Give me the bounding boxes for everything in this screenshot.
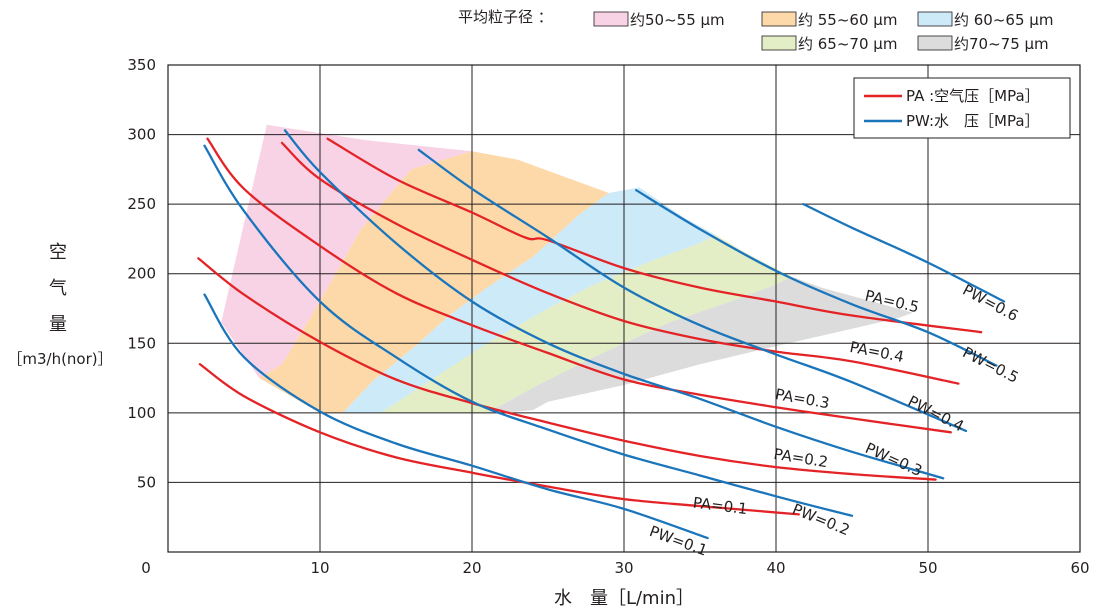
line-legend-label-pw: PW:水 压［MPa］ xyxy=(906,112,1040,130)
curve-pw-0-1 xyxy=(203,293,709,540)
particle-region-5 xyxy=(487,276,913,413)
x-tick-label-60: 60 xyxy=(1070,559,1089,577)
particle-region-3 xyxy=(342,187,716,413)
region-legend-label-3: 约 60~65 μm xyxy=(954,11,1053,29)
region-legend-swatch-5 xyxy=(917,35,953,51)
origin-tick-label: 0 xyxy=(141,559,151,577)
curve-series xyxy=(197,129,1006,540)
curve-pa-0-2 xyxy=(197,257,937,481)
curve-pw-0-5 xyxy=(635,189,998,367)
label-pw-0-4: PW=0.4 xyxy=(905,392,967,435)
label-pw-0-5: PW=0.5 xyxy=(960,343,1022,386)
line-legend: PA :空气压［MPa］ PW:水 压［MPa］ xyxy=(853,77,1071,139)
x-tick-label-40: 40 xyxy=(766,559,785,577)
y-tick-label-300: 300 xyxy=(127,126,156,144)
x-tick-label-30: 30 xyxy=(614,559,633,577)
x-tick-label-10: 10 xyxy=(310,559,329,577)
curve-pa-0-3 xyxy=(206,137,952,434)
label-pw-0-6: PW=0.6 xyxy=(960,281,1022,325)
region-legend: 平均粒子径 ： 约50~55 μm 约 55~60 μm 约 60~65 μm 约 6… xyxy=(458,8,1053,53)
y-axis-title-char-1: 空 xyxy=(49,242,67,263)
label-pw-0-2: PW=0.2 xyxy=(790,500,853,539)
region-legend-label-5: 约70~75 μm xyxy=(954,35,1049,53)
particle-region-2 xyxy=(259,151,609,413)
region-legend-label-4: 约 65~70 μm xyxy=(798,35,897,53)
particle-size-regions xyxy=(221,124,913,413)
y-tick-label-50: 50 xyxy=(137,473,156,491)
axes: 10 20 30 40 50 60 50 100 150 200 250 300 350 0 xyxy=(127,56,1089,577)
curve-pw-0-6 xyxy=(802,202,1006,303)
region-legend-swatch-1 xyxy=(593,11,629,27)
particle-region-4 xyxy=(380,234,792,413)
particle-region-1 xyxy=(221,124,472,379)
x-axis-title: 水 量［L/min］ xyxy=(554,588,694,609)
curve-pw-0-2 xyxy=(203,144,854,517)
y-tick-label-200: 200 xyxy=(127,265,156,283)
region-legend-swatch-3 xyxy=(917,11,953,27)
region-legend-swatch-2 xyxy=(761,11,797,27)
x-tick-label-20: 20 xyxy=(462,559,481,577)
y-tick-label-350: 350 xyxy=(127,56,156,74)
curve-pa-0-1 xyxy=(198,363,800,516)
curve-pw-0-3 xyxy=(283,129,945,480)
curve-pw-0-4 xyxy=(417,148,968,433)
y-tick-label-100: 100 xyxy=(127,404,156,422)
y-axis-unit: ［m3/h(nor)］ xyxy=(7,350,112,368)
y-axis-title-char-2: 气 xyxy=(49,278,67,299)
y-axis-title-char-3: 量 xyxy=(49,314,67,335)
region-legend-swatch-4 xyxy=(761,35,797,51)
curve-pa-0-4 xyxy=(280,141,960,385)
label-pa-0-1: PA=0.1 xyxy=(692,494,749,519)
curve-pa-0-5 xyxy=(326,137,983,334)
y-tick-label-150: 150 xyxy=(127,334,156,352)
y-tick-label-250: 250 xyxy=(127,195,156,213)
region-legend-label-2: 约 55~60 μm xyxy=(798,11,897,29)
plot-frame xyxy=(167,64,1081,553)
grid xyxy=(167,64,1081,553)
region-legend-title: 平均粒子径 ： xyxy=(458,8,553,26)
region-legend-label-1: 约50~55 μm xyxy=(630,11,725,29)
label-pw-0-3: PW=0.3 xyxy=(863,439,925,480)
line-legend-label-pa: PA :空气压［MPa］ xyxy=(906,87,1040,105)
line-legend-frame xyxy=(853,77,1071,139)
x-tick-label-50: 50 xyxy=(918,559,937,577)
